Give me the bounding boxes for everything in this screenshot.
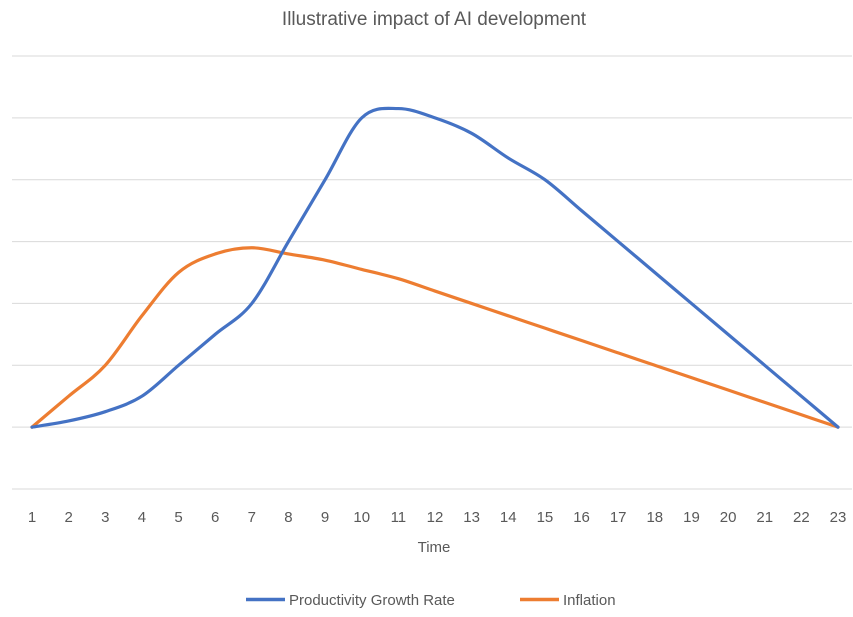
x-tick-label: 1 bbox=[28, 509, 36, 526]
x-tick-label: 2 bbox=[64, 509, 72, 526]
x-tick-label: 14 bbox=[500, 509, 517, 526]
x-tick-label: 23 bbox=[830, 509, 847, 526]
x-tick-label: 11 bbox=[391, 509, 407, 526]
x-tick-label: 9 bbox=[321, 509, 329, 526]
x-tick-label: 5 bbox=[174, 509, 182, 526]
x-tick-label: 3 bbox=[101, 509, 109, 526]
x-tick-label: 8 bbox=[284, 509, 292, 526]
legend-label-inflation: Inflation bbox=[563, 592, 616, 609]
series-line-inflation bbox=[30, 246, 840, 429]
x-tick-label: 15 bbox=[537, 509, 554, 526]
series-lines bbox=[30, 106, 840, 429]
x-tick-label: 21 bbox=[756, 509, 773, 526]
x-tick-label: 6 bbox=[211, 509, 219, 526]
gridlines bbox=[12, 55, 852, 490]
x-tick-label: 10 bbox=[353, 509, 370, 526]
x-tick-label: 13 bbox=[463, 509, 480, 526]
x-tick-label: 16 bbox=[573, 509, 590, 526]
x-tick-label: 12 bbox=[427, 509, 444, 526]
legend: Productivity Growth Rate Inflation bbox=[246, 592, 616, 609]
x-tick-label: 7 bbox=[248, 509, 256, 526]
legend-item-inflation: Inflation bbox=[520, 592, 616, 609]
x-axis-title: Time bbox=[418, 539, 451, 556]
x-axis-ticks: 1 2 3 4 5 6 7 8 9 10 11 12 13 14 15 16 17 18 19 20 21 22 23 bbox=[28, 509, 847, 526]
x-tick-label: 20 bbox=[720, 509, 737, 526]
x-tick-label: 22 bbox=[793, 509, 810, 526]
chart-title: Illustrative impact of AI development bbox=[282, 9, 587, 30]
x-tick-label: 19 bbox=[683, 509, 700, 526]
x-tick-label: 4 bbox=[138, 509, 146, 526]
x-tick-label: 17 bbox=[610, 509, 627, 526]
legend-label-productivity-growth-rate: Productivity Growth Rate bbox=[289, 592, 455, 609]
legend-item-productivity-growth-rate: Productivity Growth Rate bbox=[246, 592, 455, 609]
series-line-productivity-growth-rate bbox=[30, 106, 840, 429]
x-tick-label: 18 bbox=[646, 509, 663, 526]
